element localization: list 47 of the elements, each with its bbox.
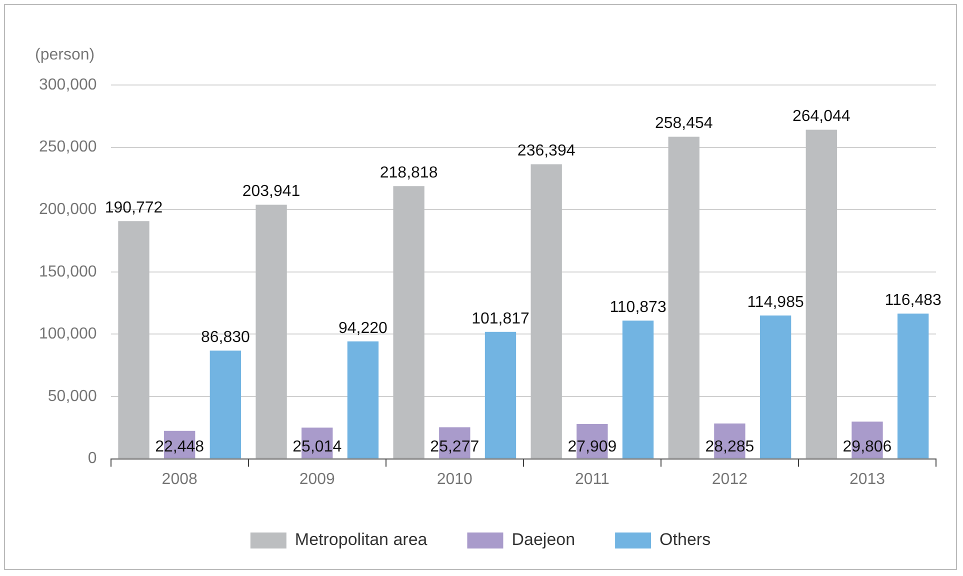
- bar: [806, 130, 837, 458]
- y-tick-label: 250,000: [38, 138, 97, 156]
- data-label: 27,909: [568, 438, 617, 456]
- data-label: 236,394: [517, 142, 576, 160]
- data-label: 25,277: [430, 438, 480, 456]
- y-tick-label: 100,000: [38, 326, 97, 343]
- x-tick-label: 2008: [162, 470, 198, 488]
- data-label: 29,806: [842, 438, 892, 456]
- x-tick-label: 2011: [574, 470, 610, 488]
- legend-label: Others: [660, 530, 711, 550]
- x-tick-label: 2009: [299, 470, 336, 488]
- x-tick-label: 2010: [436, 470, 473, 488]
- data-label: 190,772: [104, 200, 163, 217]
- x-tick-label: 2013: [849, 470, 886, 488]
- bar: [897, 314, 929, 458]
- bar: [622, 320, 654, 458]
- bar: [484, 332, 516, 458]
- data-label: 25,014: [292, 438, 342, 456]
- x-tick-label: 2012: [712, 470, 748, 488]
- data-label: 110,873: [610, 299, 666, 316]
- data-label: 114,985: [747, 294, 804, 311]
- y-tick-label: 200,000: [38, 201, 97, 218]
- y-tick-label: 50,000: [48, 388, 97, 405]
- y-tick-label: 300,000: [38, 76, 97, 94]
- bar: [210, 350, 242, 458]
- legend-label: Daejeon: [512, 530, 576, 550]
- bar: [118, 221, 150, 458]
- data-label: 258,454: [654, 115, 713, 132]
- data-label: 22,448: [155, 438, 204, 456]
- data-label: 94,220: [338, 320, 388, 337]
- y-tick-label: 0: [88, 450, 97, 468]
- data-label: 116,483: [884, 292, 942, 310]
- bar: [530, 164, 562, 458]
- bar: [760, 316, 792, 458]
- bar: [668, 136, 700, 458]
- data-label: 101,817: [472, 310, 530, 328]
- data-label: 218,818: [380, 164, 438, 182]
- y-axis-title: (person): [35, 46, 95, 64]
- legend-label: Metropolitan area: [294, 530, 428, 550]
- bar: [347, 341, 379, 458]
- bar: [393, 186, 424, 458]
- bar: [256, 204, 287, 458]
- data-label: 264,044: [792, 108, 850, 126]
- data-label: 86,830: [200, 329, 250, 346]
- data-label: 203,941: [242, 183, 300, 200]
- data-label: 28,285: [705, 438, 754, 456]
- y-tick-label: 150,000: [38, 263, 97, 280]
